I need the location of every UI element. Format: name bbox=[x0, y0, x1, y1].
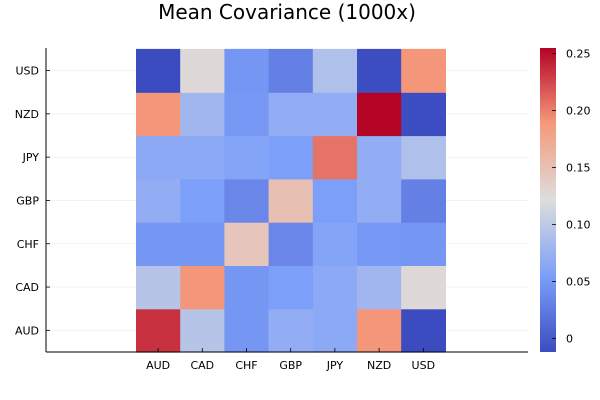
heatmap-cell bbox=[180, 178, 225, 223]
colorbar-gradient bbox=[540, 48, 556, 352]
y-tick-label: GBP bbox=[16, 194, 39, 207]
heatmap-cell bbox=[180, 92, 225, 137]
x-axis-ticks: AUD CAD CHF GBP JPY NZD USD bbox=[146, 348, 435, 372]
heatmap-cell bbox=[401, 308, 446, 353]
heatmap-cell bbox=[224, 48, 270, 93]
heatmap-cell bbox=[312, 135, 358, 180]
y-tick-label: NZD bbox=[15, 108, 39, 121]
heatmap-cell bbox=[268, 135, 314, 180]
heatmap-cell bbox=[312, 178, 358, 223]
colorbar-tick-label: 0 bbox=[566, 332, 573, 345]
colorbar-tick-label: 0.15 bbox=[566, 162, 591, 175]
x-tick-label: USD bbox=[412, 359, 436, 372]
heatmap-cell bbox=[312, 308, 358, 353]
heatmap-cell bbox=[312, 265, 358, 310]
heatmap-cell bbox=[357, 92, 402, 137]
colorbar-tick-label: 0.25 bbox=[566, 48, 591, 61]
heatmap-cell bbox=[180, 308, 225, 353]
heatmap-cell bbox=[136, 48, 181, 93]
colorbar-tick-label: 0.05 bbox=[566, 275, 591, 288]
heatmap-cell bbox=[224, 92, 270, 137]
heatmap-cell bbox=[268, 222, 314, 266]
heatmap-cell bbox=[180, 48, 225, 93]
heatmap-cell bbox=[357, 135, 402, 180]
plot-axes bbox=[45, 48, 528, 353]
heatmap-cell bbox=[268, 265, 314, 310]
y-tick-label: AUD bbox=[15, 324, 39, 337]
y-axis-ticks: AUD CAD CHF GBP JPY NZD USD bbox=[15, 65, 50, 337]
heatmap-cell bbox=[401, 135, 446, 180]
x-tick-label: CHF bbox=[235, 359, 257, 372]
heatmap-cell bbox=[401, 265, 446, 310]
heatmap-cell bbox=[401, 178, 446, 223]
y-tick-label: CAD bbox=[15, 281, 39, 294]
heatmap-cell bbox=[136, 265, 181, 310]
y-tick-label: JPY bbox=[22, 151, 40, 164]
heatmap-cell bbox=[224, 265, 270, 310]
y-tick-label: USD bbox=[15, 65, 39, 78]
heatmap-cells bbox=[136, 48, 446, 353]
heatmap-cell bbox=[312, 92, 358, 137]
heatmap-cell bbox=[268, 308, 314, 353]
chart-title: Mean Covariance (1000x) bbox=[158, 0, 416, 24]
x-tick-label: GBP bbox=[279, 359, 302, 372]
heatmap-cell bbox=[180, 222, 225, 266]
heatmap-cell bbox=[401, 92, 446, 137]
colorbar-tick-label: 0.20 bbox=[566, 105, 591, 118]
heatmap-cell bbox=[357, 222, 402, 266]
heatmap-cell bbox=[268, 92, 314, 137]
heatmap-cell bbox=[136, 178, 181, 223]
heatmap-cell bbox=[136, 222, 181, 266]
x-tick-label: CAD bbox=[190, 359, 214, 372]
heatmap-cell bbox=[357, 48, 402, 93]
heatmap-cell bbox=[357, 308, 402, 353]
heatmap-cell bbox=[357, 265, 402, 310]
y-tick-label: CHF bbox=[17, 238, 39, 251]
heatmap-cell bbox=[180, 135, 225, 180]
x-tick-label: JPY bbox=[326, 359, 344, 372]
heatmap-cell bbox=[136, 92, 181, 137]
x-tick-label: AUD bbox=[146, 359, 170, 372]
heatmap-cell bbox=[180, 265, 225, 310]
heatmap-cell bbox=[224, 222, 270, 266]
heatmap-cell bbox=[224, 178, 270, 223]
heatmap-cell bbox=[401, 222, 446, 266]
heatmap-cell bbox=[312, 48, 358, 93]
colorbar: 0 0.05 0.10 0.15 0.20 0.25 bbox=[540, 48, 591, 352]
heatmap-cell bbox=[401, 48, 446, 93]
heatmap-cell bbox=[357, 178, 402, 223]
heatmap-cell bbox=[268, 48, 314, 93]
heatmap-cell bbox=[136, 135, 181, 180]
x-tick-label: NZD bbox=[367, 359, 391, 372]
heatmap-cell bbox=[136, 308, 181, 353]
heatmap-cell bbox=[268, 178, 314, 223]
colorbar-tick-label: 0.10 bbox=[566, 218, 591, 231]
heatmap-cell bbox=[224, 308, 270, 353]
heatmap-cell bbox=[312, 222, 358, 266]
heatmap-cell bbox=[224, 135, 270, 180]
